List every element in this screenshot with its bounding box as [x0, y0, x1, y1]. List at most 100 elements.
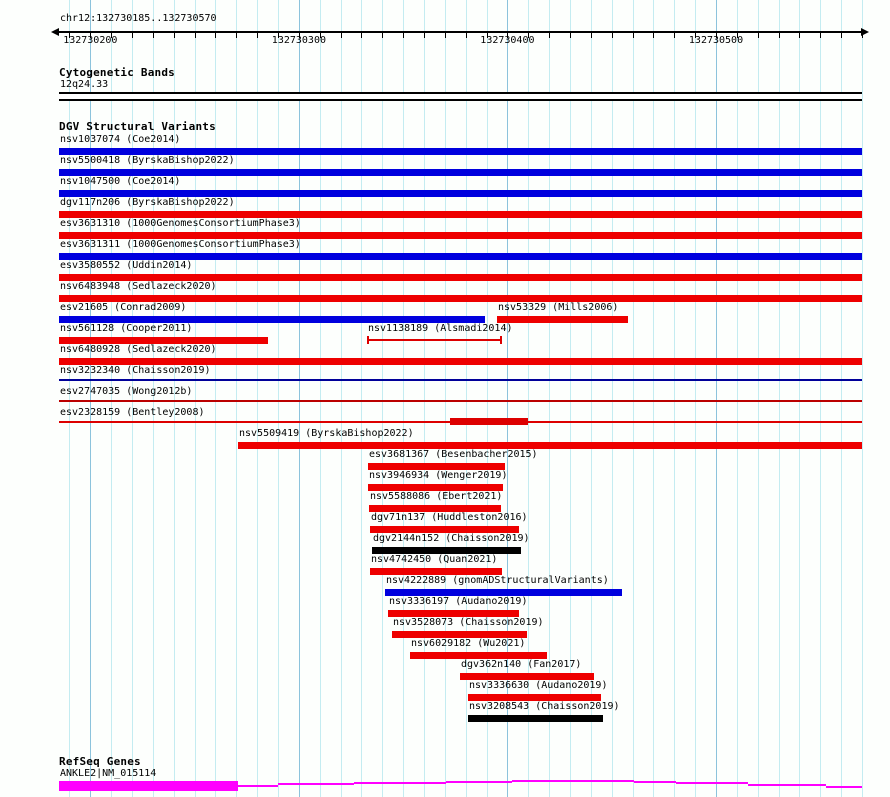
- variant-label-dgv362n140[interactable]: dgv362n140 (Fan2017): [461, 659, 582, 670]
- ruler-tick: [382, 33, 384, 38]
- variant-bar-nsv6483948[interactable]: [59, 295, 862, 302]
- gene-intron-line: [238, 785, 278, 787]
- variant-label-nsv1047500[interactable]: nsv1047500 (Coe2014): [60, 176, 181, 187]
- variant-label-nsv1138189[interactable]: nsv1138189 (Alsmadi2014): [368, 323, 513, 334]
- ruler-tick: [278, 33, 279, 38]
- variant-line-esv2747035[interactable]: [59, 400, 862, 402]
- gene-intron-line: [278, 783, 354, 785]
- variant-bar-nsv4742450[interactable]: [370, 568, 502, 575]
- ruler-tick: [549, 33, 551, 38]
- variant-bar-esv3631311[interactable]: [59, 253, 862, 260]
- variant-label-nsv1037074[interactable]: nsv1037074 (Coe2014): [60, 134, 181, 145]
- variant-bar-esv2328159[interactable]: [450, 418, 528, 425]
- variant-bar-nsv1037074[interactable]: [59, 148, 862, 155]
- left-arrow-icon: [51, 28, 59, 36]
- variant-label-dgv117n206[interactable]: dgv117n206 (ByrskaBishop2022): [60, 197, 235, 208]
- ruler-tick-label: 132730200: [63, 35, 118, 46]
- variant-label-nsv3528073[interactable]: nsv3528073 (Chaisson2019): [393, 617, 544, 628]
- variant-bar-nsv3208543[interactable]: [468, 715, 603, 722]
- variant-label-nsv5509419[interactable]: nsv5509419 (ByrskaBishop2022): [239, 428, 414, 439]
- variant-bar-nsv6029182[interactable]: [410, 652, 547, 659]
- gridline: [194, 0, 196, 797]
- ruler-tick: [111, 33, 113, 38]
- variant-label-esv3580552[interactable]: esv3580552 (Uddin2014): [60, 260, 193, 271]
- variant-label-esv3631311[interactable]: esv3631311 (1000GenomesConsortiumPhase3): [60, 239, 301, 250]
- variant-bar-nsv3336630[interactable]: [468, 694, 601, 701]
- ruler-tick: [465, 33, 467, 38]
- variant-label-esv3631310[interactable]: esv3631310 (1000GenomesConsortiumPhase3): [60, 218, 301, 229]
- variant-span-left-tick-nsv1138189[interactable]: [367, 336, 369, 344]
- variant-line-nsv3232340[interactable]: [59, 379, 862, 381]
- variant-label-esv2328159[interactable]: esv2328159 (Bentley2008): [60, 407, 205, 418]
- variant-label-nsv3208543[interactable]: nsv3208543 (Chaisson2019): [469, 701, 620, 712]
- ruler-tick: [757, 33, 759, 38]
- variant-bar-nsv6480928[interactable]: [59, 358, 862, 365]
- variant-bar-esv3681367[interactable]: [368, 463, 505, 470]
- variant-bar-esv21605[interactable]: [59, 316, 485, 323]
- gene-intron-line: [634, 781, 676, 783]
- gridline: [340, 0, 342, 797]
- gene-intron-line: [748, 784, 826, 786]
- ruler-tick: [340, 33, 342, 38]
- variant-bar-dgv362n140[interactable]: [460, 673, 594, 680]
- variant-bar-nsv561128[interactable]: [59, 337, 268, 344]
- variant-label-esv21605[interactable]: esv21605 (Conrad2009): [60, 302, 187, 313]
- gridline: [111, 0, 113, 797]
- gridline: [820, 0, 822, 797]
- ruler-tick: [674, 33, 676, 38]
- ruler-tick: [570, 33, 571, 38]
- variant-bar-nsv53329[interactable]: [497, 316, 628, 323]
- ruler-tick: [173, 33, 175, 38]
- variant-label-nsv5588086[interactable]: nsv5588086 (Ebert2021): [370, 491, 503, 502]
- ruler-tick: [862, 33, 863, 38]
- variant-label-nsv3336630[interactable]: nsv3336630 (Audano2019): [469, 680, 608, 691]
- variant-bar-nsv1047500[interactable]: [59, 190, 862, 197]
- variant-bar-nsv3528073[interactable]: [392, 631, 527, 638]
- variant-bar-dgv71n137[interactable]: [370, 526, 519, 533]
- variant-bar-esv3580552[interactable]: [59, 274, 862, 281]
- variant-label-nsv4742450[interactable]: nsv4742450 (Quan2021): [371, 554, 498, 565]
- variant-bar-nsv3946934[interactable]: [368, 484, 503, 491]
- gridline: [444, 0, 446, 797]
- gene-exon-bar[interactable]: [59, 781, 238, 791]
- variant-label-nsv6480928[interactable]: nsv6480928 (Sedlazeck2020): [60, 344, 217, 355]
- variant-label-nsv53329[interactable]: nsv53329 (Mills2006): [498, 302, 619, 313]
- gridline: [507, 0, 509, 797]
- ruler-tick: [361, 33, 363, 38]
- variant-label-nsv4222889[interactable]: nsv4222889 (gnomADStructuralVariants): [386, 575, 609, 586]
- section-title-refseq-genes: RefSeq Genes: [59, 755, 141, 768]
- gridline: [632, 0, 634, 797]
- ruler-tick: [194, 33, 196, 38]
- variant-label-nsv561128[interactable]: nsv561128 (Cooper2011): [60, 323, 193, 334]
- variant-label-nsv3336197[interactable]: nsv3336197 (Audano2019): [389, 596, 528, 607]
- variant-label-dgv2144n152[interactable]: dgv2144n152 (Chaisson2019): [373, 533, 530, 544]
- gridline: [319, 0, 321, 797]
- variant-bar-nsv3336197[interactable]: [388, 610, 519, 617]
- variant-span-line-nsv1138189[interactable]: [367, 339, 502, 341]
- variant-label-nsv6029182[interactable]: nsv6029182 (Wu2021): [411, 638, 526, 649]
- variant-label-dgv71n137[interactable]: dgv71n137 (Huddleston2016): [371, 512, 528, 523]
- variant-bar-dgv2144n152[interactable]: [372, 547, 521, 554]
- ruler-tick: [403, 33, 405, 38]
- ruler-tick: [716, 33, 717, 38]
- gridline: [695, 0, 697, 797]
- variant-label-nsv6483948[interactable]: nsv6483948 (Sedlazeck2020): [60, 281, 217, 292]
- variant-span-right-tick-nsv1138189[interactable]: [500, 336, 502, 344]
- variant-label-esv3681367[interactable]: esv3681367 (Besenbacher2015): [369, 449, 538, 460]
- variant-bar-nsv5509419[interactable]: [238, 442, 862, 449]
- gridline: [716, 0, 717, 797]
- variant-label-nsv3232340[interactable]: nsv3232340 (Chaisson2019): [60, 365, 211, 376]
- variant-bar-esv3631310[interactable]: [59, 232, 862, 239]
- gridline: [298, 0, 300, 797]
- variant-bar-nsv5588086[interactable]: [369, 505, 501, 512]
- gridline: [465, 0, 467, 797]
- gridline: [424, 0, 425, 797]
- variant-bar-dgv117n206[interactable]: [59, 211, 862, 218]
- variant-label-esv2747035[interactable]: esv2747035 (Wong2012b): [60, 386, 193, 397]
- ruler-tick: [298, 33, 300, 38]
- variant-bar-nsv5500418[interactable]: [59, 169, 862, 176]
- variant-bar-nsv4222889[interactable]: [385, 589, 622, 596]
- variant-label-nsv5500418[interactable]: nsv5500418 (ByrskaBishop2022): [60, 155, 235, 166]
- variant-label-nsv3946934[interactable]: nsv3946934 (Wenger2019): [369, 470, 508, 481]
